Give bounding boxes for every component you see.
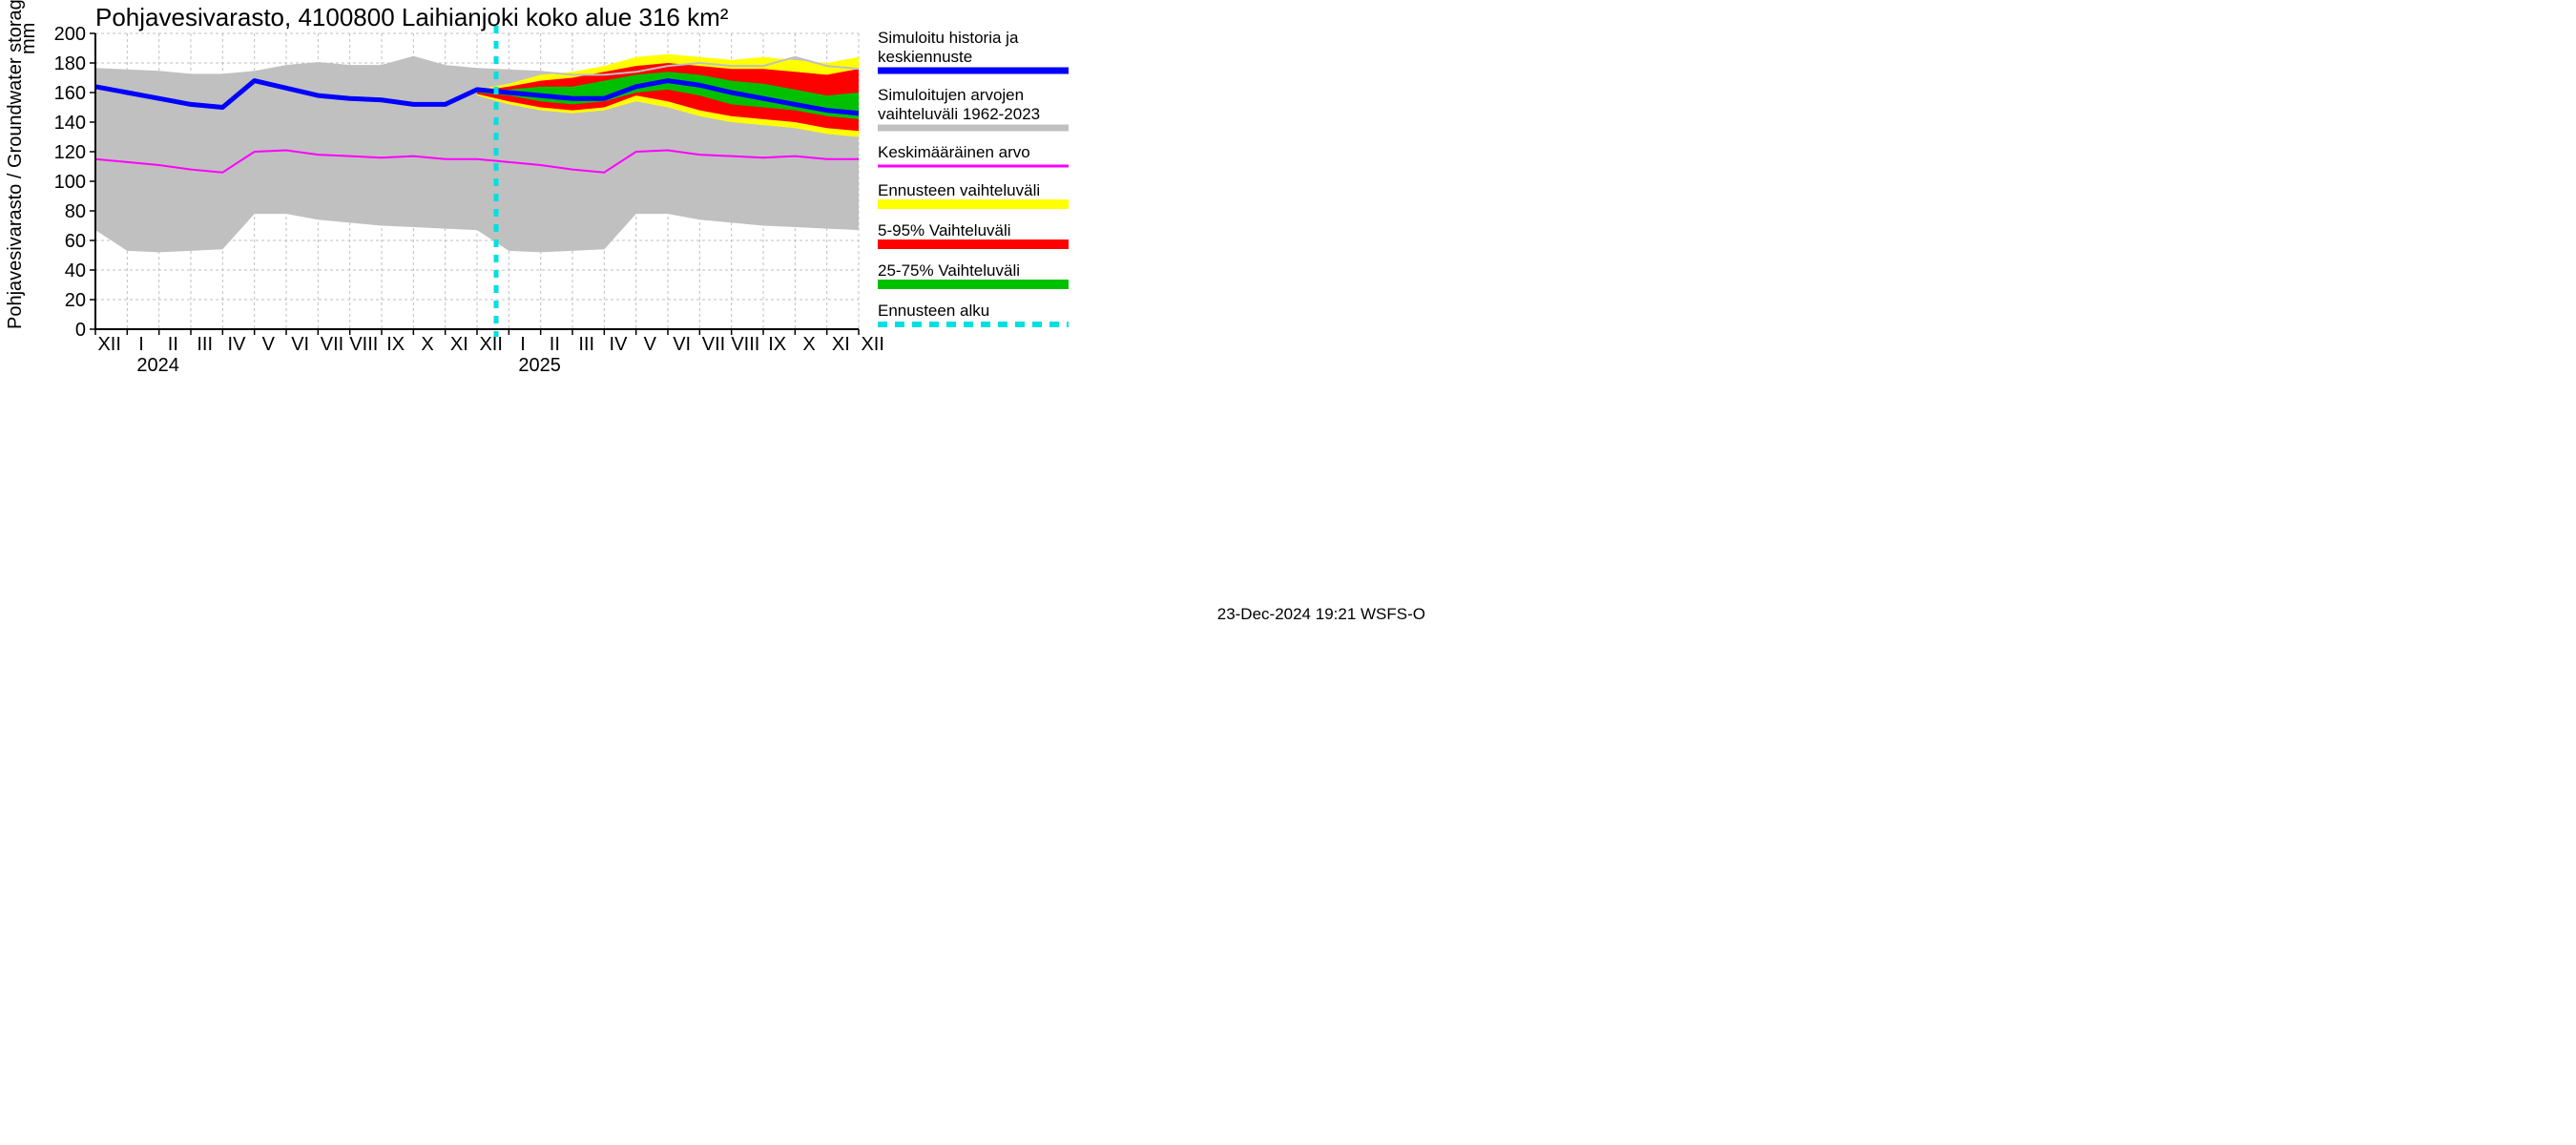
- x-tick-label: VIII: [349, 334, 378, 355]
- x-tick-label: I: [138, 334, 144, 355]
- legend-label: Ennusteen alku: [878, 302, 989, 320]
- year-label: 2025: [518, 355, 561, 376]
- x-tick-label: X: [421, 334, 433, 355]
- x-tick-label: VI: [291, 334, 309, 355]
- x-tick-label: II: [550, 334, 560, 355]
- y-tick-label: 80: [65, 201, 86, 222]
- x-tick-label: VII: [321, 334, 343, 355]
- legend-swatch: [878, 280, 1069, 289]
- y-tick-label: 40: [65, 260, 86, 281]
- x-tick-label: V: [644, 334, 657, 355]
- legend-label: Simuloitu historia ja: [878, 29, 1019, 47]
- legend-swatch: [878, 199, 1069, 209]
- x-tick-label: V: [262, 334, 276, 355]
- year-label: 2024: [136, 355, 179, 376]
- legend-label: 5-95% Vaihteluväli: [878, 221, 1011, 239]
- legend-label: keskiennuste: [878, 48, 972, 66]
- legend-label: vaihteluväli 1962-2023: [878, 105, 1040, 123]
- x-tick-label: III: [197, 334, 213, 355]
- y-tick-label: 180: [54, 53, 86, 74]
- legend-label: Ennusteen vaihteluväli: [878, 181, 1040, 199]
- x-tick-label: IV: [610, 334, 629, 355]
- x-tick-label: IX: [386, 334, 405, 355]
- y-tick-label: 60: [65, 231, 86, 252]
- chart-container: 020406080100120140160180200XIIIIIIIIIVVV…: [0, 0, 1431, 636]
- x-tick-label: II: [168, 334, 178, 355]
- x-tick-label: XII: [861, 334, 883, 355]
- x-tick-label: VII: [702, 334, 725, 355]
- y-axis-unit: mm: [18, 23, 39, 54]
- x-tick-label: I: [520, 334, 526, 355]
- y-tick-label: 140: [54, 113, 86, 134]
- groundwater-chart: 020406080100120140160180200XIIIIIIIIIVVV…: [0, 0, 1431, 636]
- x-tick-label: VI: [673, 334, 691, 355]
- legend-label: 25-75% Vaihteluväli: [878, 261, 1020, 280]
- x-tick-label: X: [802, 334, 815, 355]
- x-tick-label: XI: [450, 334, 468, 355]
- footer-timestamp: 23-Dec-2024 19:21 WSFS-O: [1217, 605, 1425, 623]
- legend-label: Keskimääräinen arvo: [878, 143, 1030, 161]
- y-tick-label: 120: [54, 142, 86, 163]
- x-tick-label: IV: [228, 334, 247, 355]
- x-tick-label: XI: [832, 334, 850, 355]
- y-tick-label: 0: [75, 320, 86, 341]
- legend-swatch: [878, 239, 1069, 249]
- y-tick-label: 20: [65, 290, 86, 311]
- chart-title: Pohjavesivarasto, 4100800 Laihianjoki ko…: [95, 3, 729, 31]
- y-tick-label: 100: [54, 172, 86, 193]
- legend-label: Simuloitujen arvojen: [878, 86, 1024, 104]
- x-tick-label: XII: [479, 334, 502, 355]
- y-tick-label: 200: [54, 24, 86, 45]
- x-tick-label: III: [578, 334, 594, 355]
- x-tick-label: VIII: [731, 334, 759, 355]
- y-tick-label: 160: [54, 83, 86, 104]
- x-tick-label: IX: [768, 334, 786, 355]
- x-tick-label: XII: [97, 334, 120, 355]
